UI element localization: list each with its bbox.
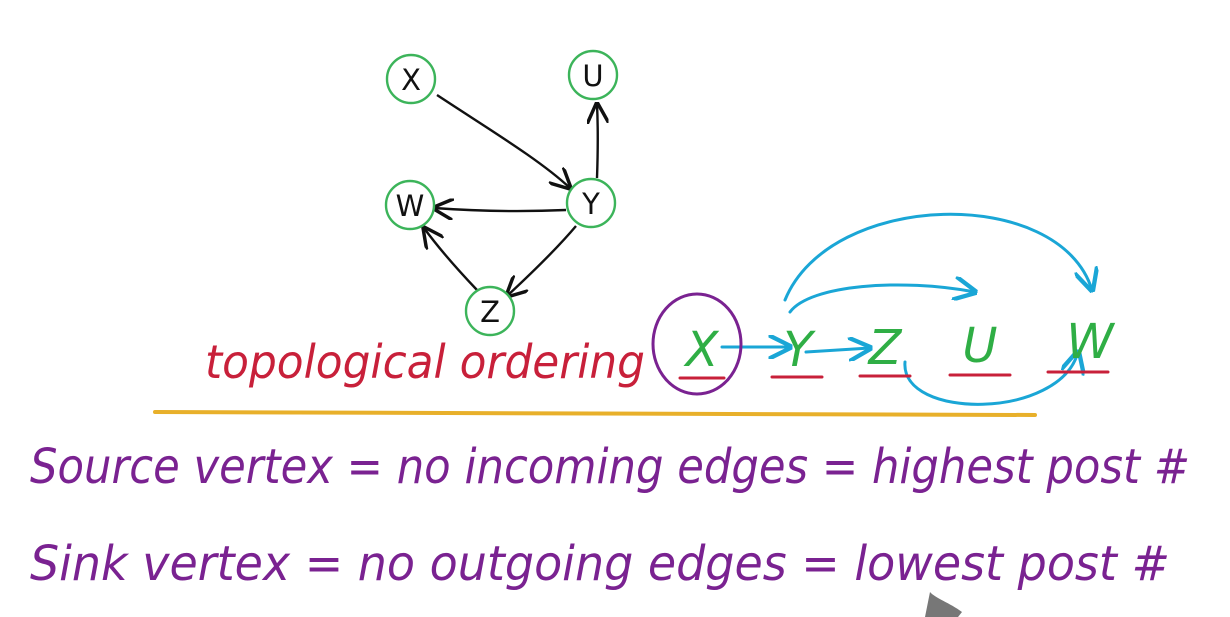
node-x-label: X (401, 63, 421, 97)
pen-cursor-shadow (925, 592, 962, 617)
edge-y-to-w (434, 208, 567, 211)
arrow-y-to-w (783, 212, 1092, 302)
node-y-label: Y (581, 187, 600, 221)
source-highlight-circle (651, 292, 743, 396)
node-y: Y (565, 177, 617, 229)
arrow-z-to-w (903, 352, 1078, 406)
sequence-item-5: W (1066, 314, 1115, 370)
definition-source: Source vertex = no incoming edges = high… (30, 439, 1190, 495)
definition-sink: Sink vertex = no outgoing edges = lowest… (30, 536, 1170, 592)
edge-z-to-w (424, 228, 478, 291)
node-z: Z (464, 285, 516, 337)
node-u-label: U (582, 59, 603, 93)
ordering-sequence: X Y Z U W (683, 314, 1116, 378)
arrow-y-to-u (788, 285, 975, 314)
ordering-arrows (720, 212, 1092, 406)
ordering-blanks (678, 370, 1110, 380)
sequence-item-3: Z (867, 320, 903, 376)
node-z-label: Z (480, 295, 500, 329)
sequence-item-1: X (683, 322, 720, 378)
sequence-item-4: U (962, 318, 997, 374)
graph-nodes: X U W Y Z (384, 49, 619, 337)
node-w: W (384, 179, 436, 231)
edge-y-to-u (597, 104, 598, 179)
arrow-y-to-z (804, 348, 870, 352)
node-u: U (567, 49, 619, 101)
sequence-item-2: Y (783, 322, 816, 378)
graph-edges (424, 93, 598, 296)
edge-y-to-z (507, 225, 577, 296)
divider (153, 410, 1037, 417)
node-w-label: W (396, 189, 425, 223)
node-x: X (385, 53, 437, 105)
ordering-caption: topological ordering (205, 335, 645, 389)
edge-x-to-y (436, 93, 570, 188)
